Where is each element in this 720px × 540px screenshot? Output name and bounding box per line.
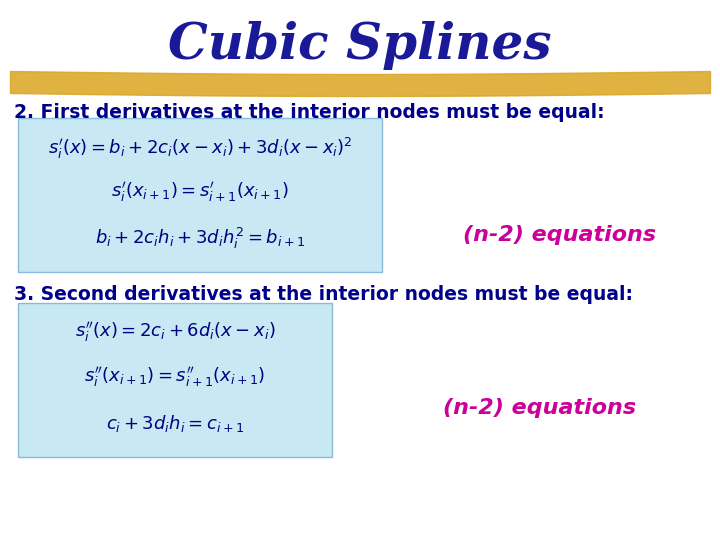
FancyBboxPatch shape xyxy=(18,118,382,272)
Text: $s_i''(x) = 2c_i + 6d_i(x - x_i)$: $s_i''(x) = 2c_i + 6d_i(x - x_i)$ xyxy=(75,321,275,345)
Text: Cubic Splines: Cubic Splines xyxy=(168,21,552,70)
Text: (n-2) equations: (n-2) equations xyxy=(464,225,657,245)
Text: $s_i'(x) = b_i + 2c_i(x - x_i) + 3d_i(x - x_i)^2$: $s_i'(x) = b_i + 2c_i(x - x_i) + 3d_i(x … xyxy=(48,136,352,160)
Text: $s_i''(x_{i+1}) = s_{i+1}''(x_{i+1})$: $s_i''(x_{i+1}) = s_{i+1}''(x_{i+1})$ xyxy=(84,366,266,390)
Text: 2. First derivatives at the interior nodes must be equal:: 2. First derivatives at the interior nod… xyxy=(14,103,605,122)
Text: $s_i'(x_{i+1}) = s_{i+1}'(x_{i+1})$: $s_i'(x_{i+1}) = s_{i+1}'(x_{i+1})$ xyxy=(111,181,289,205)
Text: $c_i + 3d_i h_i = c_{i+1}$: $c_i + 3d_i h_i = c_{i+1}$ xyxy=(106,413,244,434)
FancyBboxPatch shape xyxy=(18,303,332,457)
Text: 3. Second derivatives at the interior nodes must be equal:: 3. Second derivatives at the interior no… xyxy=(14,285,633,304)
Text: $b_i + 2c_i h_i + 3d_i h_i^2 = b_{i+1}$: $b_i + 2c_i h_i + 3d_i h_i^2 = b_{i+1}$ xyxy=(95,225,305,251)
Text: (n-2) equations: (n-2) equations xyxy=(444,398,636,418)
